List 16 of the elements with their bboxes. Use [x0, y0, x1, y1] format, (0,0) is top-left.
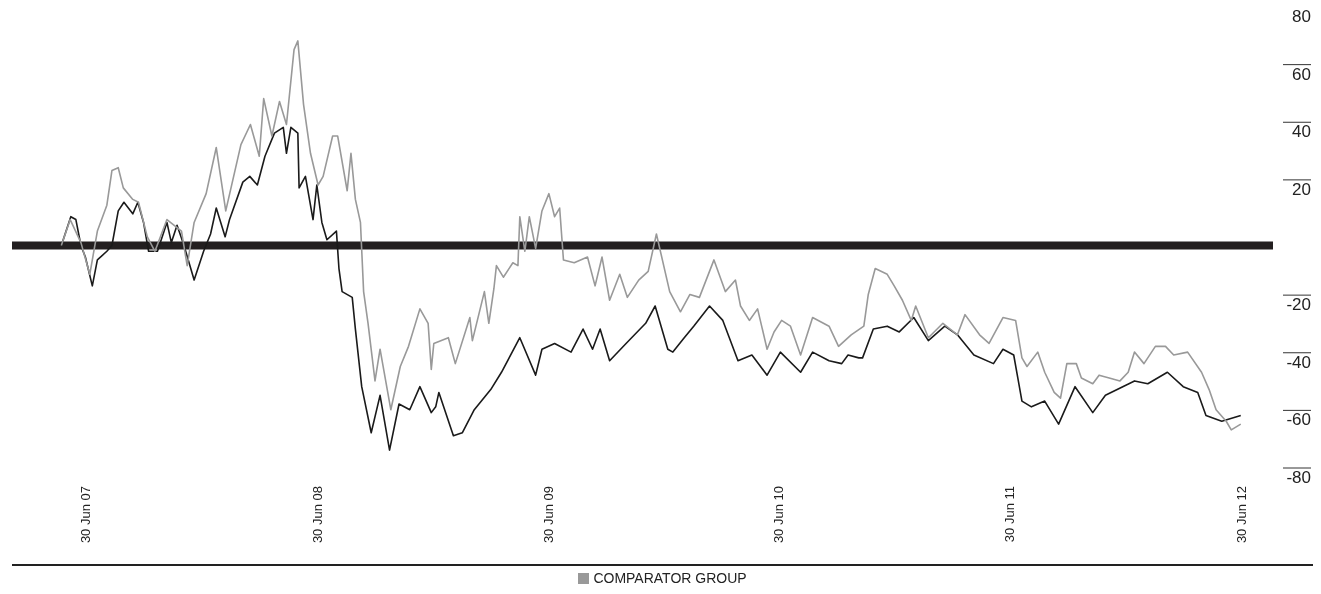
y-tick-label: -40	[1286, 352, 1311, 372]
legend-label: COMPARATOR GROUP	[593, 570, 747, 586]
y-tick-label: 40	[1292, 122, 1311, 142]
y-tick-label: 60	[1292, 64, 1311, 84]
y-tick-label: 20	[1292, 179, 1311, 199]
y-tick-label: -20	[1286, 295, 1311, 315]
x-tick-label: 30 Jun 07	[78, 486, 94, 544]
line-series	[60, 40, 1242, 431]
x-tick-label: 30 Jun 12	[1233, 486, 1249, 544]
y-tick-label: 80	[1292, 7, 1311, 26]
x-tick-label: 30 Jun 11	[1002, 486, 1018, 543]
x-tick-label: 30 Jun 09	[540, 486, 556, 544]
x-tick-label: 30 Jun 08	[309, 486, 325, 544]
x-tick-label: 30 Jun 10	[771, 486, 787, 544]
y-tick-label: -80	[1286, 468, 1311, 487]
y-tick-label: -60	[1286, 410, 1311, 430]
